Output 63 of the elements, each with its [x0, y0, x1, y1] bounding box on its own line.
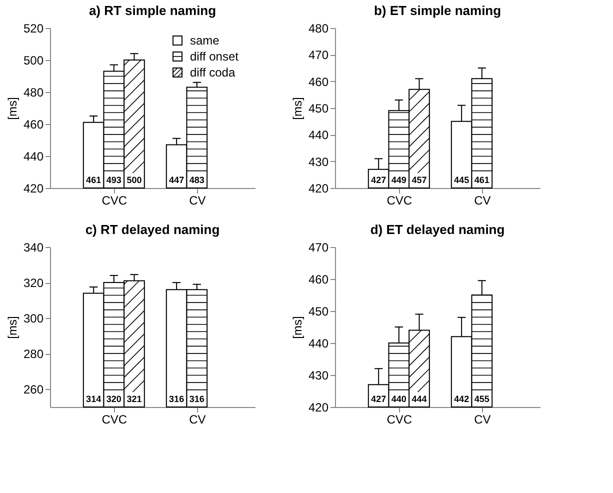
data-label: 316 [189, 394, 204, 404]
y-tick-label: 420 [23, 182, 44, 196]
x-tick-label: CV [189, 194, 206, 208]
y-tick-label: 470 [308, 240, 329, 254]
chart-title: c) RT delayed naming [85, 222, 220, 237]
y-tick-label: 470 [308, 48, 329, 62]
data-label: 461 [86, 175, 102, 185]
y-tick-label: 340 [23, 240, 44, 254]
y-tick-label: 440 [23, 150, 44, 164]
y-tick-label: 460 [308, 74, 329, 89]
legend-label: same [190, 34, 220, 48]
y-tick-label: 480 [23, 86, 44, 100]
y-tick-label: 430 [308, 154, 329, 169]
data-label: 321 [126, 394, 142, 404]
y-tick-label: 420 [308, 400, 329, 414]
y-axis-title: [ms] [290, 316, 304, 339]
y-axis-title: [ms] [5, 316, 20, 339]
x-tick-label: CVC [386, 412, 412, 426]
chart-title: b) ET simple naming [374, 3, 502, 18]
data-label: 440 [391, 394, 406, 404]
y-axis-title: [ms] [290, 97, 304, 120]
legend-label: diff coda [190, 66, 236, 80]
y-tick-label: 430 [308, 368, 329, 382]
data-label: 500 [126, 175, 142, 185]
y-tick-label: 460 [23, 118, 44, 132]
data-label: 320 [106, 394, 122, 404]
chart-title: d) ET delayed naming [370, 222, 505, 237]
data-label: 316 [169, 394, 184, 404]
y-axis-title: [ms] [5, 97, 20, 120]
x-tick-label: CVC [102, 412, 128, 426]
y-tick-label: 260 [23, 382, 44, 397]
y-tick-label: 480 [308, 22, 329, 36]
y-tick-label: 300 [23, 312, 44, 326]
y-tick-label: 440 [308, 128, 329, 142]
chart-title: a) RT simple naming [88, 3, 216, 18]
y-tick-label: 280 [23, 347, 44, 362]
y-tick-label: 500 [23, 54, 44, 68]
data-label: 445 [454, 175, 470, 185]
legend-label: diff onset [190, 50, 240, 64]
data-label: 444 [412, 394, 427, 404]
data-label: 461 [474, 175, 490, 185]
y-tick-label: 420 [308, 182, 329, 196]
data-label: 493 [106, 175, 122, 185]
data-label: 449 [391, 175, 406, 185]
y-tick-label: 320 [23, 276, 44, 290]
data-label: 427 [371, 394, 386, 404]
data-label: 427 [371, 175, 386, 185]
y-tick-label: 460 [308, 272, 329, 286]
x-tick-label: CV [189, 412, 206, 426]
data-label: 442 [454, 394, 470, 404]
data-label: 457 [412, 175, 427, 185]
y-tick-label: 520 [23, 22, 44, 36]
y-tick-label: 450 [308, 304, 329, 318]
data-label: 314 [86, 394, 102, 404]
x-tick-label: CV [474, 412, 491, 426]
x-tick-label: CVC [386, 194, 412, 208]
data-label: 483 [189, 175, 204, 185]
y-tick-label: 450 [308, 102, 329, 116]
data-label: 447 [169, 175, 184, 185]
y-tick-label: 440 [308, 336, 329, 350]
x-tick-label: CVC [102, 194, 128, 208]
data-label: 455 [474, 394, 490, 404]
x-tick-label: CV [474, 194, 491, 208]
